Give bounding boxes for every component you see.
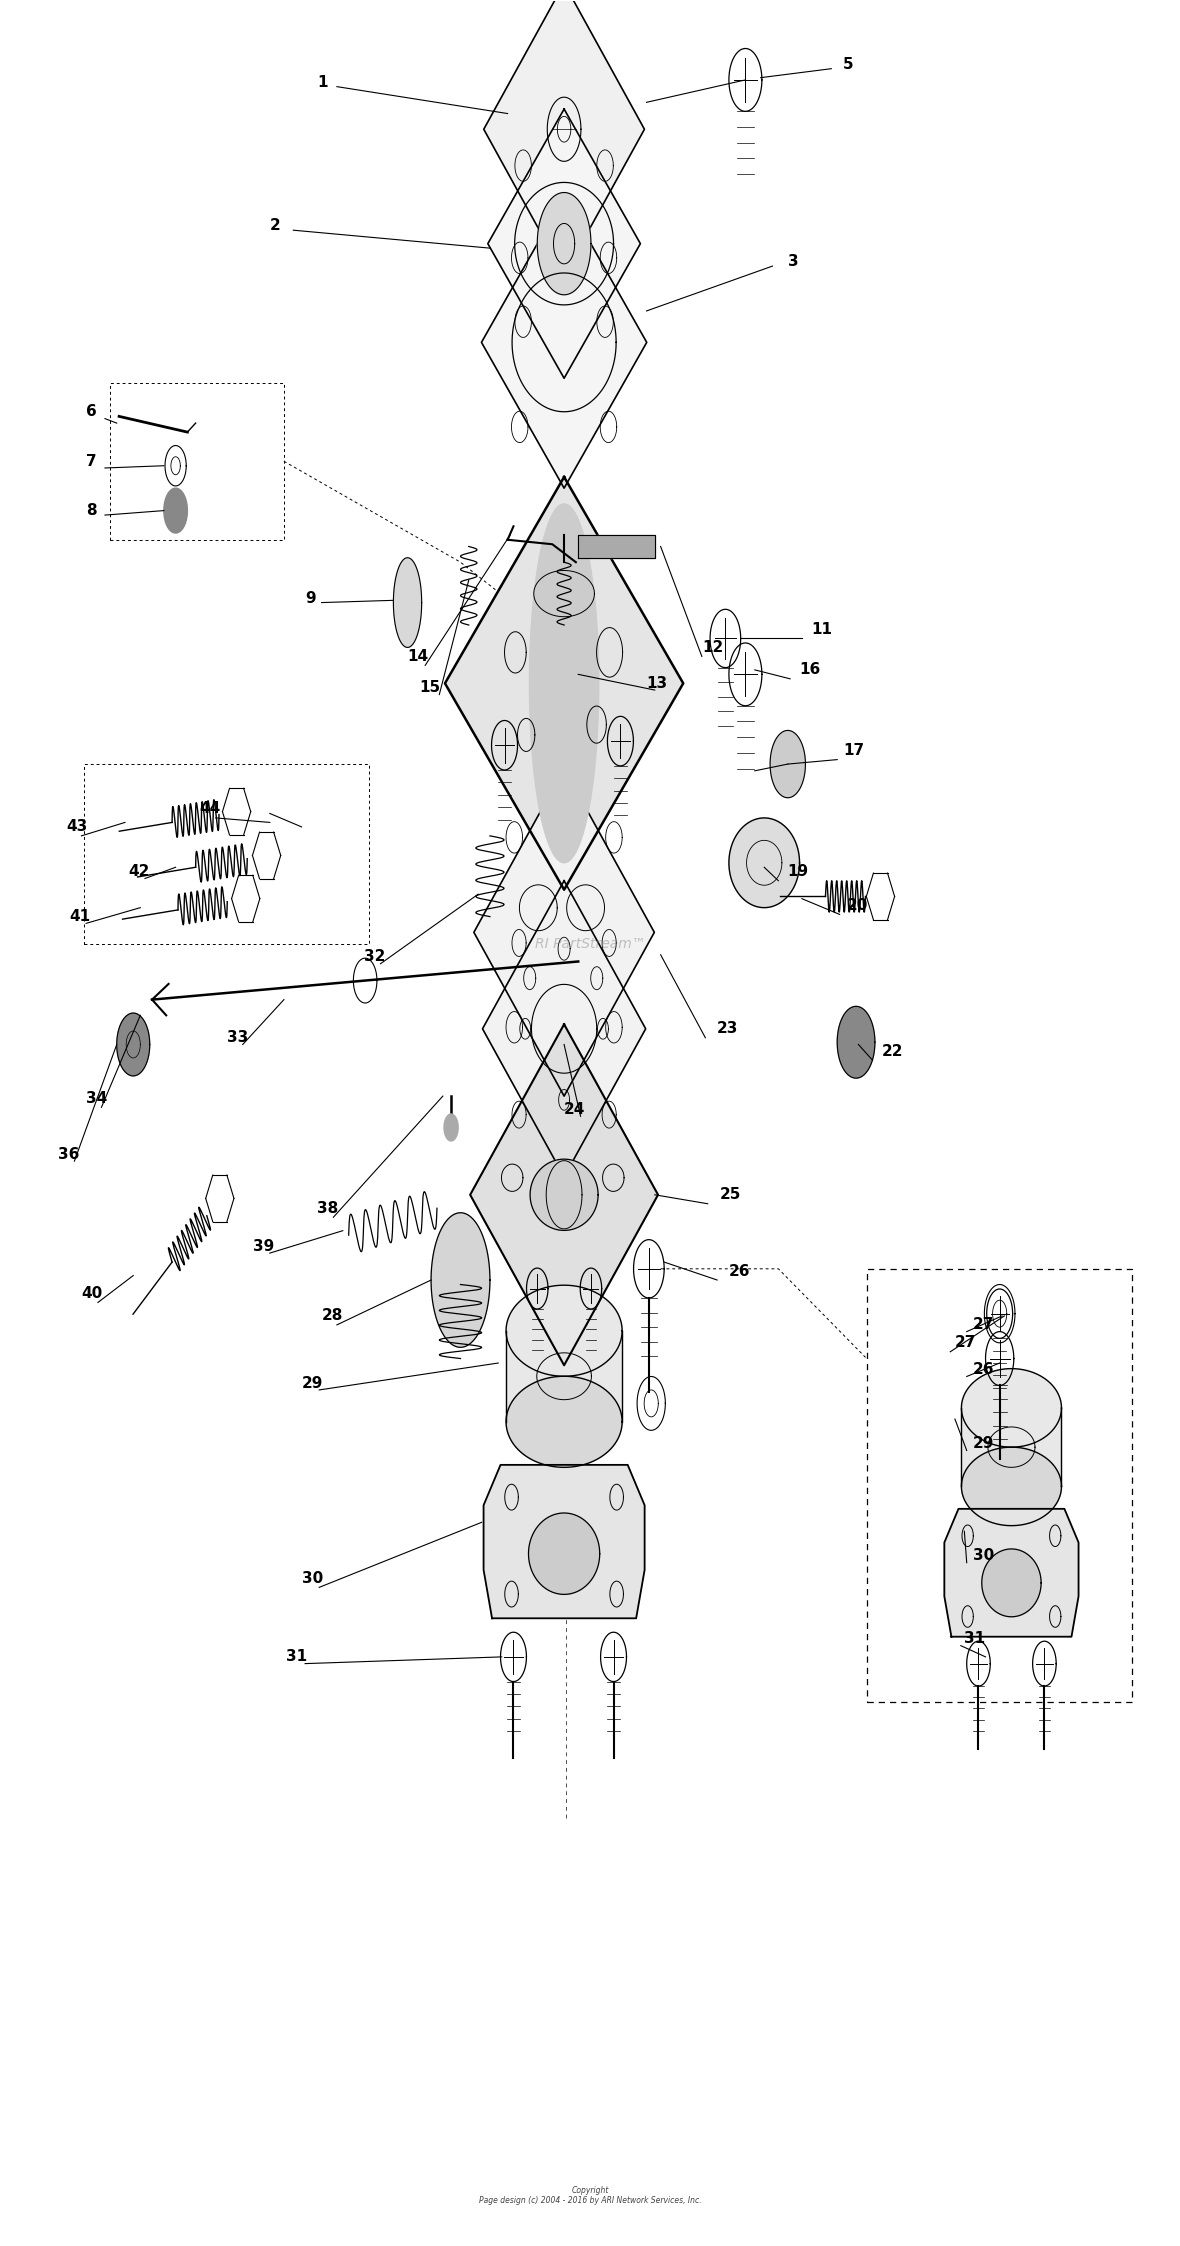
Text: 33: 33 — [228, 1031, 249, 1044]
Text: 41: 41 — [70, 910, 91, 923]
Text: 14: 14 — [407, 649, 428, 665]
Polygon shape — [578, 535, 655, 557]
Text: 2: 2 — [270, 218, 281, 234]
Polygon shape — [164, 487, 188, 532]
Polygon shape — [729, 818, 800, 907]
Polygon shape — [393, 557, 421, 647]
Text: 6: 6 — [86, 404, 97, 420]
Text: 30: 30 — [972, 1547, 994, 1563]
Polygon shape — [537, 193, 591, 294]
Text: 23: 23 — [717, 1022, 739, 1035]
Text: 42: 42 — [129, 865, 150, 878]
Polygon shape — [474, 768, 655, 1096]
Polygon shape — [529, 1514, 599, 1595]
Text: 31: 31 — [964, 1631, 985, 1646]
Text: 16: 16 — [800, 663, 821, 678]
Polygon shape — [530, 503, 598, 862]
Polygon shape — [506, 1377, 622, 1467]
Polygon shape — [444, 1114, 458, 1141]
Text: 20: 20 — [846, 898, 868, 912]
Polygon shape — [484, 1464, 644, 1619]
Polygon shape — [431, 1213, 490, 1348]
Text: 11: 11 — [812, 622, 832, 638]
Polygon shape — [117, 1013, 150, 1076]
Text: 40: 40 — [81, 1287, 103, 1300]
Text: 3: 3 — [788, 254, 799, 270]
Text: Copyright
Page design (c) 2004 - 2016 by ARI Network Services, Inc.: Copyright Page design (c) 2004 - 2016 by… — [479, 2185, 701, 2206]
Text: 24: 24 — [564, 1103, 585, 1116]
Polygon shape — [470, 1024, 658, 1366]
Text: 25: 25 — [720, 1188, 741, 1202]
Polygon shape — [506, 1330, 622, 1422]
Text: 5: 5 — [843, 56, 853, 72]
Text: 43: 43 — [66, 820, 87, 833]
Text: 7: 7 — [86, 454, 97, 469]
Text: 27: 27 — [955, 1336, 976, 1350]
Polygon shape — [962, 1446, 1062, 1525]
Text: 27: 27 — [972, 1318, 994, 1332]
Polygon shape — [530, 1159, 598, 1231]
Polygon shape — [771, 730, 806, 797]
Text: 44: 44 — [199, 802, 221, 818]
Text: 12: 12 — [702, 640, 723, 656]
Text: 31: 31 — [287, 1649, 308, 1664]
Text: 26: 26 — [972, 1363, 994, 1377]
Text: 17: 17 — [843, 743, 864, 759]
Polygon shape — [506, 1285, 622, 1377]
Polygon shape — [982, 1550, 1041, 1617]
Text: 32: 32 — [363, 950, 386, 964]
Text: 13: 13 — [647, 676, 668, 692]
Text: 38: 38 — [317, 1202, 339, 1215]
Polygon shape — [487, 110, 641, 377]
Polygon shape — [481, 198, 647, 487]
Text: 29: 29 — [302, 1377, 323, 1390]
Text: 39: 39 — [254, 1240, 275, 1253]
Text: 36: 36 — [58, 1148, 79, 1161]
Text: 1: 1 — [317, 74, 327, 90]
Text: 26: 26 — [729, 1264, 750, 1278]
Text: 8: 8 — [86, 503, 97, 519]
Polygon shape — [944, 1509, 1079, 1637]
Text: 28: 28 — [322, 1309, 343, 1323]
Polygon shape — [484, 0, 644, 274]
Text: 34: 34 — [86, 1092, 107, 1105]
Text: 22: 22 — [881, 1044, 904, 1058]
Text: 30: 30 — [302, 1570, 323, 1586]
Polygon shape — [838, 1006, 874, 1078]
Polygon shape — [962, 1408, 1062, 1487]
Text: 29: 29 — [972, 1435, 994, 1451]
Polygon shape — [962, 1368, 1062, 1446]
Text: 9: 9 — [306, 591, 316, 606]
Polygon shape — [445, 476, 683, 889]
Text: 15: 15 — [419, 681, 440, 696]
Text: 19: 19 — [788, 865, 809, 878]
Text: RI PartStream™: RI PartStream™ — [535, 937, 645, 950]
Polygon shape — [483, 880, 645, 1177]
